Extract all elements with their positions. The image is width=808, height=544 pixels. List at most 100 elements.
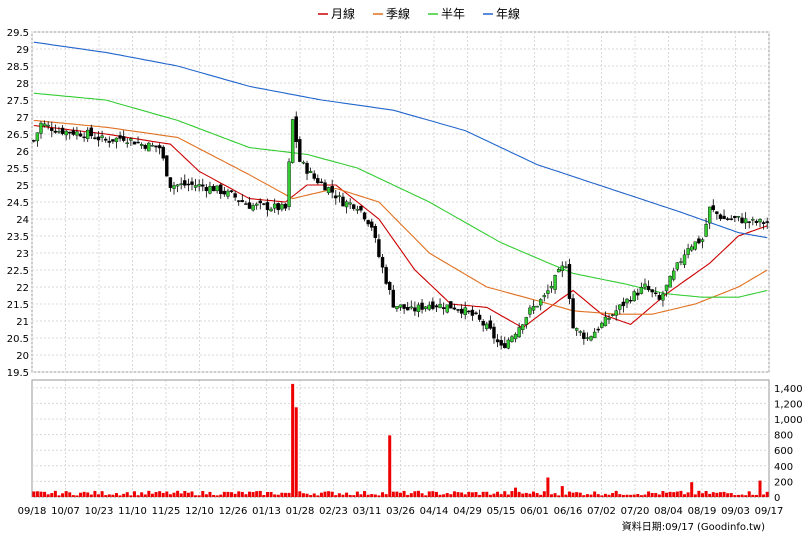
candle <box>384 264 388 286</box>
volume-bar <box>442 494 446 497</box>
volume-bar <box>650 492 654 497</box>
candle <box>150 142 155 147</box>
volume-bar <box>172 492 176 497</box>
date-tick-label: 08/19 <box>688 506 717 517</box>
candle-body <box>46 124 50 127</box>
candle <box>139 142 144 149</box>
candle <box>628 296 633 304</box>
candle-body <box>330 186 334 193</box>
candle <box>693 241 697 251</box>
ma-line-1 <box>33 124 768 329</box>
volume-bar <box>244 494 248 497</box>
candle-body <box>86 129 90 139</box>
candle <box>193 178 198 192</box>
volume-bar <box>35 491 39 497</box>
candle-body <box>233 193 237 198</box>
candle-body <box>132 141 137 145</box>
volume-bar <box>636 493 640 497</box>
candle-body <box>600 322 604 328</box>
volume-bar <box>319 492 323 497</box>
candle <box>251 203 255 212</box>
candle <box>413 301 417 316</box>
candle-body <box>650 289 654 293</box>
candle-body <box>175 184 180 187</box>
volume-bar <box>499 494 503 497</box>
volume-bar <box>535 493 539 497</box>
candle <box>639 282 644 295</box>
candle-body <box>539 299 543 306</box>
candle-body <box>492 326 496 339</box>
candle-body <box>463 307 467 315</box>
price-tick-label: 22.5 <box>7 266 29 277</box>
candle <box>39 121 43 139</box>
candle-body <box>71 130 76 135</box>
volume-bar <box>736 494 740 497</box>
candle <box>707 206 712 230</box>
candle <box>68 131 72 140</box>
volume-bar <box>740 494 744 497</box>
candle <box>668 275 672 288</box>
volume-bar <box>276 494 280 497</box>
candle-body <box>628 299 633 302</box>
candle-body <box>147 142 151 152</box>
volume-tick-label: 400 <box>774 462 793 473</box>
candle <box>416 302 421 318</box>
candle-body <box>438 303 442 308</box>
volume-bar <box>614 490 618 497</box>
candle-body <box>136 141 140 144</box>
candle-body <box>528 307 532 315</box>
legend-label: 月線 <box>331 6 355 21</box>
footer-label: 資料日期: <box>622 520 665 533</box>
candle <box>326 186 331 195</box>
candle <box>114 137 119 149</box>
candle <box>574 327 579 336</box>
candle-body <box>456 309 460 311</box>
candle <box>531 300 536 314</box>
volume-bar <box>661 491 665 497</box>
candle <box>129 137 133 146</box>
volume-bar <box>122 493 126 497</box>
candle <box>125 137 129 148</box>
candle-body <box>758 218 762 223</box>
volume-tick-label: 200 <box>774 477 793 488</box>
footer-source: (Goodinfo.tw) <box>697 522 765 533</box>
candle-body <box>186 183 191 186</box>
candle <box>650 288 654 298</box>
volume-bar <box>377 495 381 497</box>
volume-bar <box>549 494 553 497</box>
candle-body <box>294 116 298 143</box>
legend-item-2: 季線 <box>373 6 410 21</box>
date-tick-label: 12/26 <box>219 506 248 517</box>
volume-bar <box>460 492 464 497</box>
candle-body <box>571 298 575 329</box>
volume-bar <box>589 494 593 497</box>
chart-legend: 月線 季線 半年 年線 <box>318 6 520 21</box>
candle <box>679 257 683 266</box>
price-tick-label: 24.5 <box>7 198 29 209</box>
volume-bar <box>416 490 420 497</box>
candle-body <box>751 219 755 221</box>
volume-bar <box>132 491 136 497</box>
candle <box>179 177 183 190</box>
candle-body <box>370 221 374 228</box>
date-tick-label: 09/18 <box>18 506 47 517</box>
candle-body <box>348 202 352 205</box>
candle <box>64 130 68 141</box>
volume-bar <box>492 493 496 497</box>
candle <box>528 305 532 318</box>
candle-body <box>582 332 586 339</box>
candle-body <box>384 267 388 284</box>
candle-body <box>675 262 680 270</box>
candle-body <box>743 218 748 224</box>
volume-bar <box>654 493 658 497</box>
candle <box>308 167 313 174</box>
candle-body <box>686 248 690 255</box>
price-tick-label: 25.5 <box>7 164 29 175</box>
candle-body <box>50 127 54 131</box>
candle <box>60 124 65 136</box>
candle-body <box>546 290 550 294</box>
volume-bar <box>434 491 438 497</box>
volume-bar <box>758 480 762 497</box>
date-tick-label: 06/01 <box>520 506 549 517</box>
volume-bar <box>521 493 525 497</box>
